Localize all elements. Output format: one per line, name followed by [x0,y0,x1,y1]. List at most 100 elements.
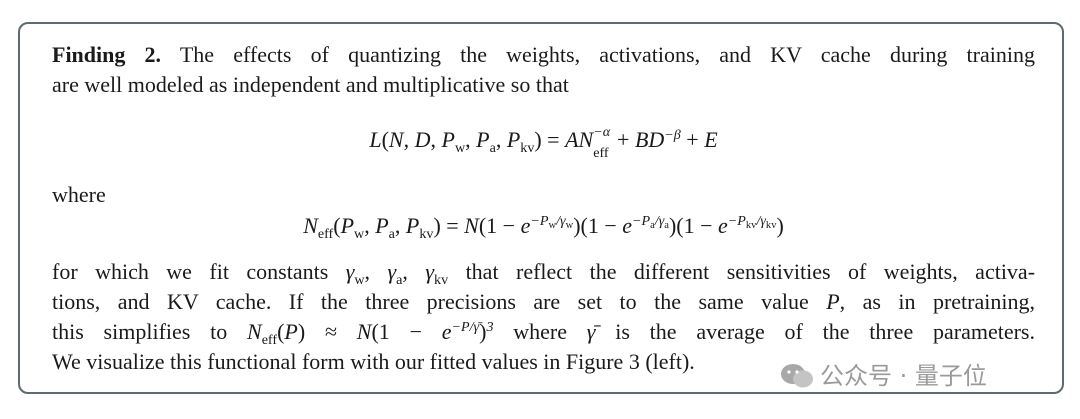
text-segment: , [403,127,415,152]
text-segment: where [52,182,106,207]
superscript: −α [593,124,611,141]
text-segment: e [520,213,531,238]
text-segment: P [340,213,355,238]
text-segment: ) = [534,127,566,152]
text-segment: N [464,213,479,238]
text-segment: w [354,225,365,242]
text-segment: P [506,127,521,152]
text-segment: P [441,127,455,152]
subscript: eff [593,144,609,161]
text-line: Finding 2. The effects of quantizing the… [52,40,1035,70]
text-line: tions, and KV cache. If the three precis… [52,287,1035,317]
text-segment: ( [381,127,389,152]
text-segment: e [718,213,728,238]
text-segment: + [680,127,705,152]
text-segment: kv [419,225,434,242]
text-segment: kv [434,271,449,288]
text-segment: w [354,271,365,288]
watermark: 公众号 · 量子位 [780,358,987,394]
sub-superscript: −α eff [593,125,611,160]
text-segment: ( [277,319,285,344]
text-segment: −P [632,213,651,230]
text-segment: −P [530,213,549,230]
text-segment: this simplifies to [52,319,247,344]
text-segment: , [465,127,477,152]
text-segment: (1 − [371,319,442,344]
text-segment: that reflect the different sensitivities… [448,259,1036,284]
watermark-text: 公众号 · 量子位 [820,362,987,390]
text-segment: a [396,271,403,288]
text-segment: E [704,127,718,152]
text-segment: /γ [654,213,665,230]
text-segment: (1 − [478,213,521,238]
text-segment: D [414,127,431,152]
text-segment: L [369,127,382,152]
text-segment: P [284,319,298,344]
text-line: Neff(Pw, Pa, Pkv) = N(1 − e−Pw/γw)(1 − e… [52,211,1035,242]
text-segment: are well modeled as independent and mult… [52,72,569,97]
text-segment: P [405,213,420,238]
text-segment: e [622,213,633,238]
text-segment: kv [520,139,535,156]
text-segment: a [489,139,496,156]
text-segment: , as in pretraining, [839,289,1035,314]
text-segment: −β [664,127,681,144]
text-segment: γ [425,259,435,284]
text-segment: kv [745,220,757,232]
text-segment: for which we fit constants [52,259,346,284]
text-segment: where [493,319,587,344]
text-line: L(N, D, Pw, Pa, Pkv) = AN −α eff + BD−β + … [52,125,1035,160]
text-line: We visualize this functional form with o… [52,347,1035,377]
text-segment: We visualize this functional form with o… [52,349,695,374]
text-segment: γ [387,259,397,284]
text-segment: ) [776,213,784,238]
text-segment: + [611,127,635,152]
text-segment: N [247,319,262,344]
text-line: are well modeled as independent and mult… [52,70,1035,100]
text-segment: w [548,220,557,232]
text-segment: P [375,213,389,238]
watermark-icon [781,364,813,388]
text-segment: Finding 2. [52,42,162,67]
text-segment: N [356,319,372,344]
text-segment: kv [765,220,777,232]
text-segment: 3 [486,319,494,336]
text-segment: N [388,127,404,152]
text-segment: eff [261,331,278,348]
text-segment: is the average of the three parameters. [595,319,1035,344]
text-segment: a [650,220,655,232]
text-segment: eff [317,225,334,242]
text-segment: −P [727,213,746,230]
text-segment: w [565,220,574,232]
text-line: for which we fit constants γw, γa, γkv t… [52,257,1036,288]
text-segment: P [476,127,490,152]
text-segment: , [364,259,388,284]
text-segment: The effects of quantizing the weights, a… [161,42,1035,67]
text-segment: , [394,213,406,238]
text-line: where [52,180,1035,210]
text-segment: ( [333,213,341,238]
text-segment: )(1 − [668,213,719,238]
text-segment: ) [479,319,487,344]
text-segment: BD [634,127,665,152]
text-segment: γ [345,259,355,284]
text-segment: a [388,225,395,242]
text-segment: P [826,289,840,314]
text-segment: ) = [433,213,465,238]
text-segment: , [495,127,507,152]
text-segment: AN [565,127,594,152]
text-segment: e [441,319,452,344]
text-segment: , [430,127,442,152]
text-segment: /γ [756,213,766,230]
finding-box [18,22,1064,394]
text-segment: tions, and KV cache. If the three precis… [52,289,827,314]
text-segment: , [364,213,376,238]
text-segment: ) ≈ [297,319,357,344]
text-segment: −P/γ̄ [451,319,480,336]
text-line: this simplifies to Neff(P) ≈ N(1 − e−P/γ… [52,317,1035,348]
text-segment: γ̄ [586,319,596,344]
text-segment: , [402,259,426,284]
text-segment: w [454,139,466,156]
text-segment: )(1 − [573,213,623,238]
